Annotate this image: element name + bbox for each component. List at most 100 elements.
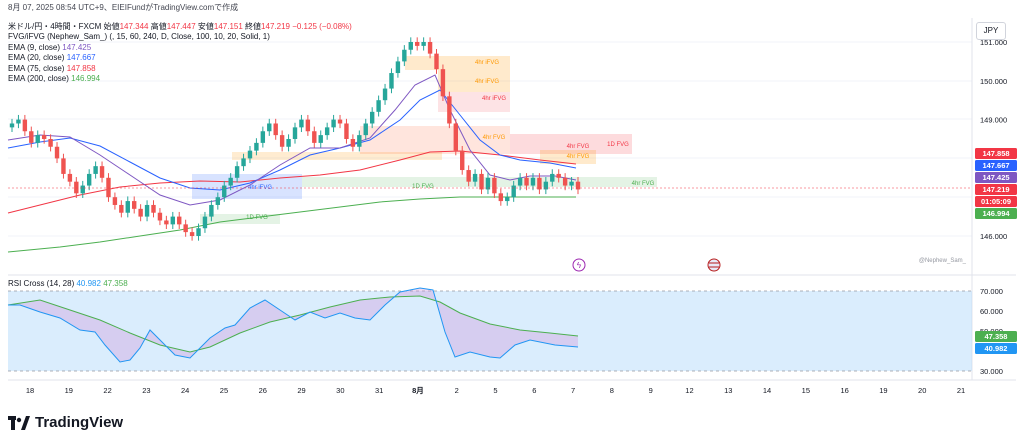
ema9-row[interactable]: EMA (9, close) 147.425: [8, 43, 352, 53]
open-value: 147.344: [119, 22, 149, 31]
time-tick-label: 25: [220, 386, 228, 395]
time-tick-label: 13: [724, 386, 732, 395]
candle-body: [395, 61, 401, 74]
price-axis-labels[interactable]: 151.000 150.000 149.000 146.000: [980, 38, 1007, 241]
fvg-label: 1D FVG: [607, 142, 629, 148]
time-axis-labels[interactable]: 18 19 22 23 24 25 26 29 30 31 8月 2 5 6 7 8 9 12 13 14 15 16 19…: [26, 386, 965, 395]
candle-body: [537, 177, 542, 190]
candle-body: [35, 135, 40, 143]
candle-body: [389, 73, 394, 89]
ema20-row[interactable]: EMA (20, close) 147.667: [8, 53, 352, 63]
time-tick-label: 29: [297, 386, 305, 395]
candle-body: [408, 42, 413, 50]
candle-body: [177, 216, 182, 225]
time-tick-label: 20: [918, 386, 926, 395]
rsi-badge-label: 40.982: [985, 344, 1008, 353]
ema75-value: 147.858: [66, 63, 96, 73]
ema20-label: EMA (20, close): [8, 53, 65, 63]
fvg-label: 1D FVG: [412, 184, 434, 190]
time-tick-label: 24: [181, 386, 189, 395]
candle-body: [286, 139, 291, 147]
ema9-line[interactable]: [7, 74, 577, 206]
us-flag-event-icon[interactable]: [707, 258, 721, 272]
candle-body: [337, 119, 343, 124]
event-icons[interactable]: ϟ: [572, 258, 721, 272]
price-badge: [975, 184, 1017, 195]
candle-body: [273, 123, 278, 136]
fvg-label: 4hr FVG: [567, 154, 590, 160]
tradingview-logo[interactable]: TradingView: [8, 414, 123, 431]
time-tick-label: 22: [103, 386, 111, 395]
candle-body: [48, 139, 53, 147]
time-tick-label: 14: [763, 386, 771, 395]
currency-selector[interactable]: JPY: [976, 22, 1006, 40]
low-label: 安値: [197, 22, 214, 31]
candle-body: [543, 181, 549, 190]
candle-body: [511, 185, 516, 198]
time-tick-label: 8月: [412, 386, 424, 395]
candle-body: [112, 197, 118, 205]
fvg-label: 4hr FVG: [567, 144, 590, 150]
candle-body: [369, 111, 375, 124]
ema75-line[interactable]: [7, 150, 577, 214]
rsi-badge-label: 47.358: [985, 332, 1008, 341]
ema20-value: 147.667: [66, 53, 96, 63]
candle-body: [479, 173, 484, 190]
rsi-badges: 47.358 40.982: [975, 331, 1017, 354]
symbol-name[interactable]: 米ドル/円・4時間・FXCM: [8, 22, 102, 31]
fvg-label: 4hr FVG: [632, 181, 655, 187]
time-tick-label: 31: [375, 386, 383, 395]
price-tick-label: 149.000: [980, 116, 1007, 125]
price-badge: [975, 160, 1017, 171]
rsi-fast-line[interactable]: [8, 287, 579, 363]
candle-body: [151, 204, 156, 213]
fvg-indicator-row[interactable]: FVG/iFVG (Nephew_Sam_) (, 15, 60, 240, D…: [8, 32, 270, 42]
candle-body: [93, 166, 98, 174]
rsi-badge: [975, 343, 1017, 354]
fvg-label: 4hr iFVG: [475, 60, 499, 66]
ema200-line[interactable]: [7, 196, 576, 253]
candle-body: [312, 131, 317, 143]
candle-body: [247, 150, 253, 159]
candle-body: [440, 69, 446, 97]
ema9-label: EMA (9, close): [8, 42, 61, 52]
ema75-label: EMA (75, close): [8, 63, 65, 73]
candle-body: [498, 193, 504, 202]
candle-body: [447, 96, 452, 124]
candle-body: [575, 181, 581, 190]
time-tick-label: 15: [802, 386, 810, 395]
symbol-ohlc-row[interactable]: 米ドル/円・4時間・FXCM 始値147.344 高値147.447 安値147…: [8, 22, 352, 32]
lightning-event-icon[interactable]: [572, 258, 586, 272]
candle-body: [138, 208, 143, 217]
price-badge: [975, 148, 1017, 159]
candle-body: [550, 173, 555, 182]
time-tick-label: 18: [26, 386, 34, 395]
candle-body: [344, 123, 349, 139]
ema9-value: 147.425: [62, 42, 92, 52]
open-label: 始値: [103, 22, 120, 31]
candle-body: [505, 197, 510, 202]
candlesticks[interactable]: [9, 37, 581, 241]
price-badges: 147.858 147.667 147.425 147.219 01:05:09 146.…: [975, 148, 1017, 219]
candle-body: [350, 139, 356, 147]
high-value: 147.447: [166, 22, 196, 31]
rsi-fill-area: [8, 288, 578, 362]
candle-body: [209, 204, 214, 217]
candle-body: [234, 166, 240, 178]
price-badge-label: 147.219: [982, 185, 1009, 194]
candle-body: [132, 201, 137, 209]
candle-body: [9, 123, 15, 128]
chart-legend: 米ドル/円・4時間・FXCM 始値147.344 高値147.447 安値147…: [8, 22, 352, 84]
fvg-zones: [192, 56, 657, 224]
candle-body: [292, 127, 298, 139]
tradingview-logo-icon: [8, 415, 30, 430]
candle-body: [16, 119, 21, 124]
ema75-row[interactable]: EMA (75, close) 147.858: [8, 64, 352, 74]
time-tick-label: 2: [455, 386, 459, 395]
ema200-row[interactable]: EMA (200, close) 146.994: [8, 74, 352, 84]
rsi-slow-line[interactable]: [7, 295, 579, 353]
rsi-legend[interactable]: RSI Cross (14, 28) 40.982 47.358: [8, 279, 128, 288]
ema20-line[interactable]: [7, 89, 577, 191]
time-tick-label: 12: [685, 386, 693, 395]
